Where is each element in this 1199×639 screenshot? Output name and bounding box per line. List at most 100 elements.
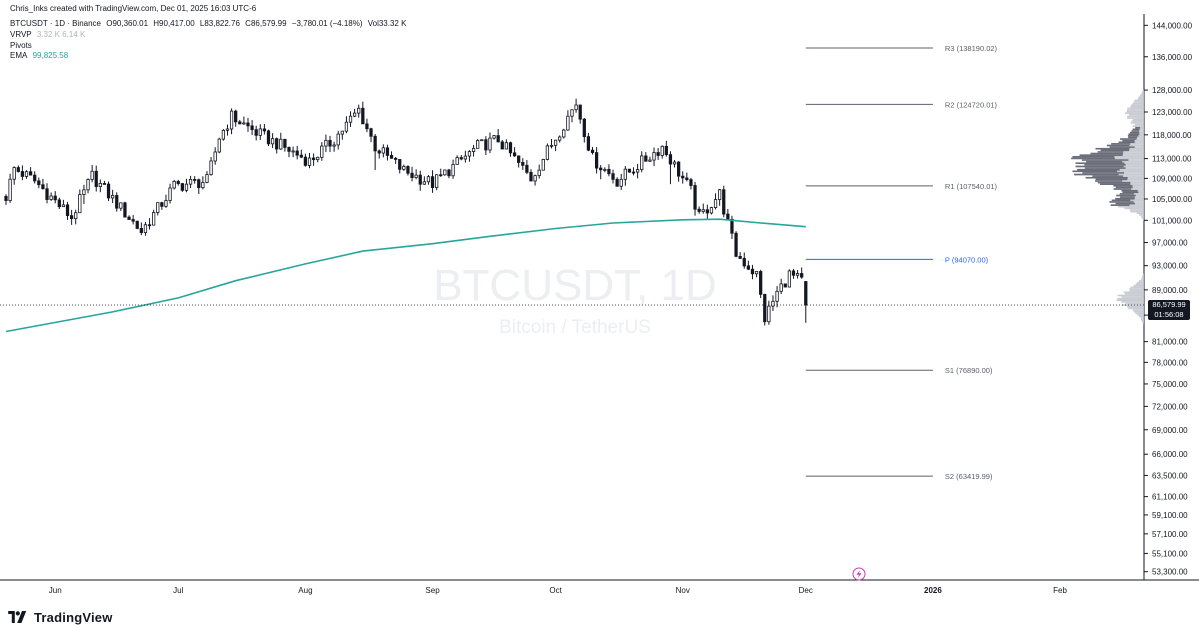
vrvp-bar-dark <box>1075 162 1125 165</box>
candle-body <box>115 195 119 209</box>
pivot-label-r3: R3 (138190.02) <box>945 44 998 53</box>
candle-body <box>389 155 394 159</box>
candle-body <box>357 107 361 114</box>
ohlc-open: O90,360.01 <box>106 19 149 28</box>
candle-body <box>508 142 513 154</box>
vrvp-bar-light <box>1135 312 1144 315</box>
y-tick-label: 59,100.00 <box>1152 511 1188 520</box>
x-tick-label: Dec <box>799 586 813 595</box>
watermark-description: Bitcoin / TetherUS <box>499 317 651 338</box>
lightning-icon[interactable] <box>852 567 866 581</box>
x-tick-label: Jun <box>49 586 62 595</box>
vrvp-bar-light <box>1116 299 1144 302</box>
candle-body <box>328 139 332 147</box>
candle-body <box>131 219 135 222</box>
legend-vrvp-row[interactable]: VRVP 3.32 K 6.14 K <box>10 30 88 39</box>
vrvp-bar-dark <box>1129 131 1140 134</box>
vrvp-bar-light <box>1118 205 1144 208</box>
vrvp-bar-light <box>1132 102 1144 105</box>
candle-body <box>254 129 258 136</box>
vrvp-bar-dark <box>1121 189 1138 192</box>
vrvp-bar-light <box>1125 302 1144 305</box>
y-tick-label: 144,000.00 <box>1152 21 1193 30</box>
candle-body <box>566 115 570 131</box>
candle-body <box>106 183 111 199</box>
vrvp-bar-dark <box>1072 170 1118 173</box>
candle-body <box>193 179 197 181</box>
vrvp-bar-dark <box>1081 159 1129 161</box>
candle-body <box>664 145 668 156</box>
candle-body <box>69 215 74 220</box>
legend-ema-row[interactable]: EMA 99,825.58 <box>10 51 71 60</box>
ema-polyline <box>5 218 806 333</box>
vrvp-bar-light <box>1128 114 1144 116</box>
vrvp-bar-dark <box>1090 152 1123 155</box>
tradingview-logo-icon <box>8 611 27 623</box>
candle-body <box>603 168 607 171</box>
candle-body <box>779 283 783 292</box>
vrvp-bar-dark <box>1135 126 1141 129</box>
vrvp-bar-light <box>1137 97 1144 100</box>
candle-body <box>713 199 718 209</box>
candle-body <box>623 168 627 180</box>
candle-body <box>517 155 521 163</box>
vrvp-bar-light <box>1137 281 1144 284</box>
candle-body <box>504 142 509 150</box>
vrvp-bar-light <box>1129 288 1144 290</box>
vrvp-bar-light <box>1126 110 1144 113</box>
candle-body <box>176 180 180 184</box>
candle-body <box>139 228 143 233</box>
candle-body <box>143 224 148 233</box>
candle-body <box>537 169 541 177</box>
y-tick-label: 63,500.00 <box>1152 471 1188 480</box>
candle-body <box>78 194 82 214</box>
price-axis[interactable]: 144,000.00 136,000.00 128,000.00 123,000.00… <box>1144 21 1193 577</box>
symbol-info[interactable]: BTCUSDT · 1D · Binance <box>10 19 101 28</box>
vrvp-bar-dark <box>1131 130 1140 132</box>
y-tick-label: 78,000.00 <box>1152 358 1188 367</box>
x-tick-label: Nov <box>676 586 690 595</box>
candle-body <box>221 129 226 140</box>
y-tick-label: 57,100.00 <box>1152 530 1188 539</box>
candle-body <box>467 151 472 157</box>
candle-body <box>344 121 349 132</box>
candle-body <box>299 154 303 158</box>
candle-body <box>33 174 37 182</box>
vrvp-bar-light <box>1142 89 1144 92</box>
vrvp-bar-dark <box>1074 173 1119 176</box>
vrvp-bar-dark <box>1111 143 1131 145</box>
pivot-levels: R3 (138190.02) R2 (124720.01) R1 (107540.0… <box>805 44 998 481</box>
vrvp-bar-light <box>1127 117 1144 119</box>
vrvp-bar-light <box>1129 209 1144 211</box>
candle-body <box>283 138 287 148</box>
candle-body <box>574 104 578 111</box>
vrvp-bar-light <box>1127 305 1144 308</box>
candle-body <box>771 300 775 307</box>
tradingview-logo[interactable]: TradingView <box>8 609 113 625</box>
vrvp-bar-light <box>1128 307 1144 310</box>
time-axis[interactable]: Jun Jul Aug Sep Oct Nov Dec 2026 Feb <box>49 586 1068 595</box>
vrvp-bar-dark <box>1084 164 1126 166</box>
vrvp-bar-dark <box>1109 146 1135 148</box>
candle-body <box>586 136 591 151</box>
vrvp-bar-light <box>1141 320 1144 323</box>
candle-body <box>402 166 406 170</box>
vrvp-bar-light <box>1134 123 1144 126</box>
vrvp-bar-dark <box>1106 144 1130 147</box>
vrvp-bar-light <box>1138 96 1144 98</box>
candle-body <box>701 209 705 212</box>
legend-pivots-row[interactable]: Pivots <box>10 41 35 50</box>
candle-body <box>184 183 189 191</box>
vrvp-bar-light <box>1133 284 1144 287</box>
ohlc-change: −3,780.01 (−4.18%) <box>291 19 363 28</box>
x-tick-label: 2026 <box>924 586 942 595</box>
vrvp-bar-dark <box>1095 178 1128 181</box>
candle-body <box>681 175 685 179</box>
candle-body <box>553 139 558 146</box>
candle-body <box>45 188 49 200</box>
candle-body <box>168 187 172 201</box>
vrvp-bar-light <box>1142 273 1144 276</box>
vrvp-bar-dark <box>1071 157 1115 160</box>
